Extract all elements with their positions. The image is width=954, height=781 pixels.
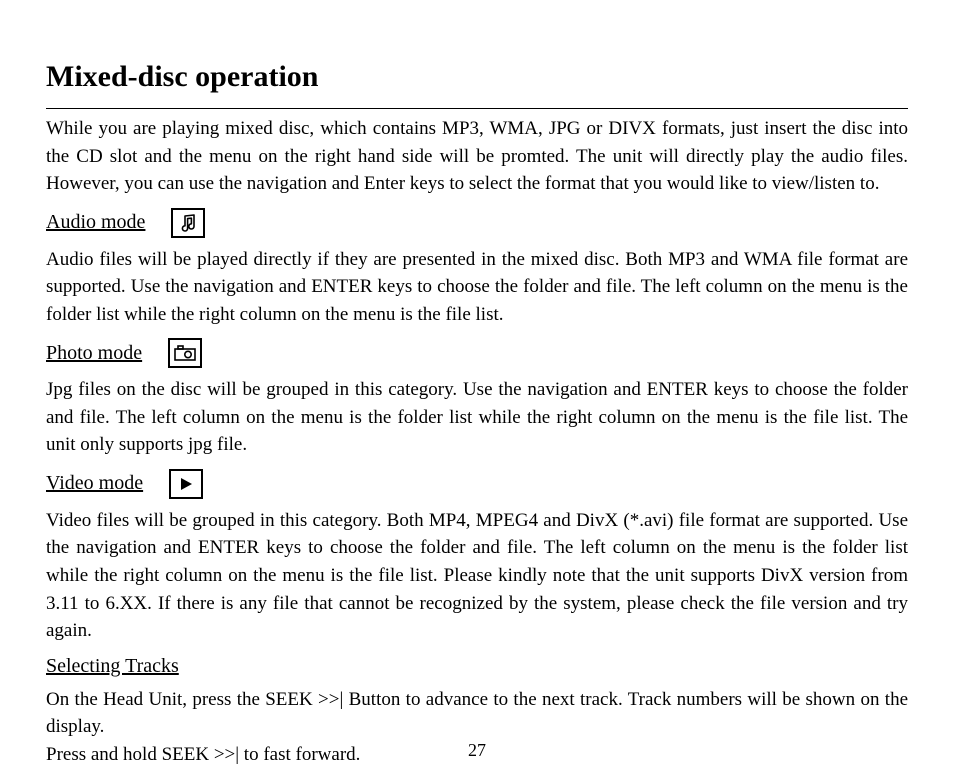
title-divider [46,108,908,109]
page-title: Mixed-disc operation [46,60,908,94]
video-heading-row: Video mode [46,469,908,499]
photo-body: Jpg files on the disc will be grouped in… [46,376,908,459]
photo-heading: Photo mode [46,342,142,365]
audio-heading-row: Audio mode [46,208,908,238]
music-note-icon [171,208,205,238]
video-heading: Video mode [46,472,143,495]
photo-heading-row: Photo mode [46,338,908,368]
audio-heading: Audio mode [46,211,145,234]
page-number: 27 [0,740,954,761]
camera-icon [168,338,202,368]
audio-body: Audio files will be played directly if t… [46,246,908,329]
video-body: Video files will be grouped in this cate… [46,507,908,645]
intro-paragraph: While you are playing mixed disc, which … [46,115,908,198]
manual-page: Mixed-disc operation While you are playi… [0,0,954,781]
tracks-heading-row: Selecting Tracks [46,655,908,678]
tracks-heading: Selecting Tracks [46,655,179,678]
play-icon [169,469,203,499]
tracks-body-1: On the Head Unit, press the SEEK >>| But… [46,686,908,741]
